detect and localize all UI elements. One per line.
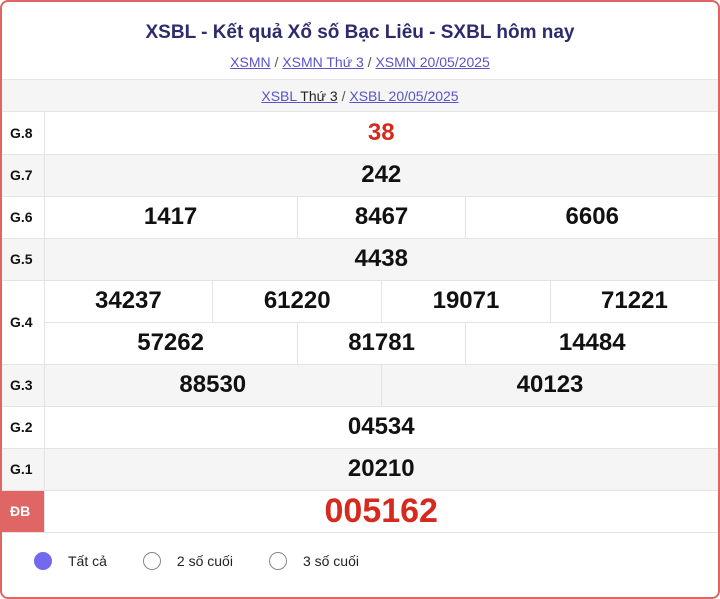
row-g3: G.3 88530 40123: [2, 364, 718, 407]
prize-number: 20210: [44, 448, 718, 491]
prize-label: G.3: [2, 364, 45, 407]
prize-number: 242: [44, 154, 718, 197]
prize-number: 04534: [44, 406, 718, 449]
prize-label: G.2: [2, 406, 45, 449]
prize-number: 14484: [465, 322, 718, 365]
row-g4: G.4 34237 61220 19071 71221: [2, 280, 718, 365]
row-db: ĐB 005162: [2, 490, 718, 533]
prize-number: 81781: [296, 322, 466, 365]
radio-icon[interactable]: [142, 552, 161, 570]
prize-label: G.4: [2, 280, 45, 365]
row-g7: G.7 242: [2, 154, 718, 197]
prize-number: 61220: [212, 280, 382, 323]
separator: /: [274, 54, 279, 70]
prize-number: 38: [44, 112, 718, 155]
row-g2: G.2 04534: [2, 406, 718, 449]
radio-icon[interactable]: [268, 552, 287, 570]
prize-number: 8467: [296, 196, 466, 239]
breadcrumb-xsbl-date[interactable]: XSBL 20/05/2025: [349, 88, 459, 104]
prize-label: G.7: [2, 154, 45, 197]
prize-number: 4438: [44, 238, 718, 281]
filter-last-3[interactable]: 3 số cuối: [268, 552, 359, 570]
prize-number: 40123: [381, 364, 718, 407]
prize-number: 34237: [44, 280, 213, 323]
separator: /: [367, 54, 372, 70]
row-g1: G.1 20210: [2, 448, 718, 491]
prize-number: 71221: [549, 280, 718, 323]
digit-filter: Tất cả 2 số cuối 3 số cuối: [34, 552, 395, 570]
breadcrumb-xsmn-date[interactable]: XSMN 20/05/2025: [375, 54, 490, 70]
row-g4b: 57262 81781 14484: [2, 322, 718, 365]
page-title: XSBL - Kết quả Xổ số Bạc Liêu - SXBL hôm…: [145, 22, 575, 43]
prize-number: 57262: [44, 322, 298, 365]
filter-label: Tất cả: [68, 553, 107, 569]
radio-selected-icon[interactable]: [34, 552, 52, 570]
separator: /: [341, 88, 346, 104]
breadcrumb-xsmn-thu3[interactable]: XSMN Thứ 3: [282, 54, 364, 70]
filter-all[interactable]: Tất cả: [34, 552, 107, 570]
prize-number: 1417: [44, 196, 298, 239]
prize-number: 6606: [465, 196, 718, 239]
prize-number: 88530: [44, 364, 382, 407]
results-table: G.8 38 G.7 242 G.6 1417 8467 6606 G.5 4438 G.4…: [2, 112, 718, 533]
filter-label: 2 số cuối: [176, 553, 233, 569]
prize-label: G.6: [2, 196, 45, 239]
row-g6: G.6 1417 8467 6606: [2, 196, 718, 239]
prize-label: G.5: [2, 238, 45, 281]
filter-last-2[interactable]: 2 số cuối: [142, 552, 233, 570]
breadcrumb-xsmn[interactable]: XSMN: [230, 54, 271, 70]
breadcrumb: XSMN / XSMN Thứ 3 / XSMN 20/05/2025: [2, 54, 718, 70]
sub-breadcrumb: XSBL Thứ 3 / XSBL 20/05/2025: [2, 88, 718, 104]
jackpot-number: 005162: [44, 490, 718, 533]
row-g8: G.8 38: [2, 112, 718, 155]
breadcrumb-xsbl-thu3[interactable]: XSBL Thứ 3: [261, 88, 337, 104]
link-text: XSBL: [261, 88, 297, 104]
link-text: Thứ 3: [300, 88, 338, 104]
prize-label: G.1: [2, 448, 45, 491]
prize-label: ĐB: [2, 490, 45, 533]
row-g5: G.5 4438: [2, 238, 718, 281]
filter-label: 3 số cuối: [302, 553, 359, 569]
prize-label: G.8: [2, 112, 45, 155]
sub-breadcrumb-row: XSBL Thứ 3 / XSBL 20/05/2025: [2, 79, 718, 112]
prize-number: 19071: [381, 280, 551, 323]
